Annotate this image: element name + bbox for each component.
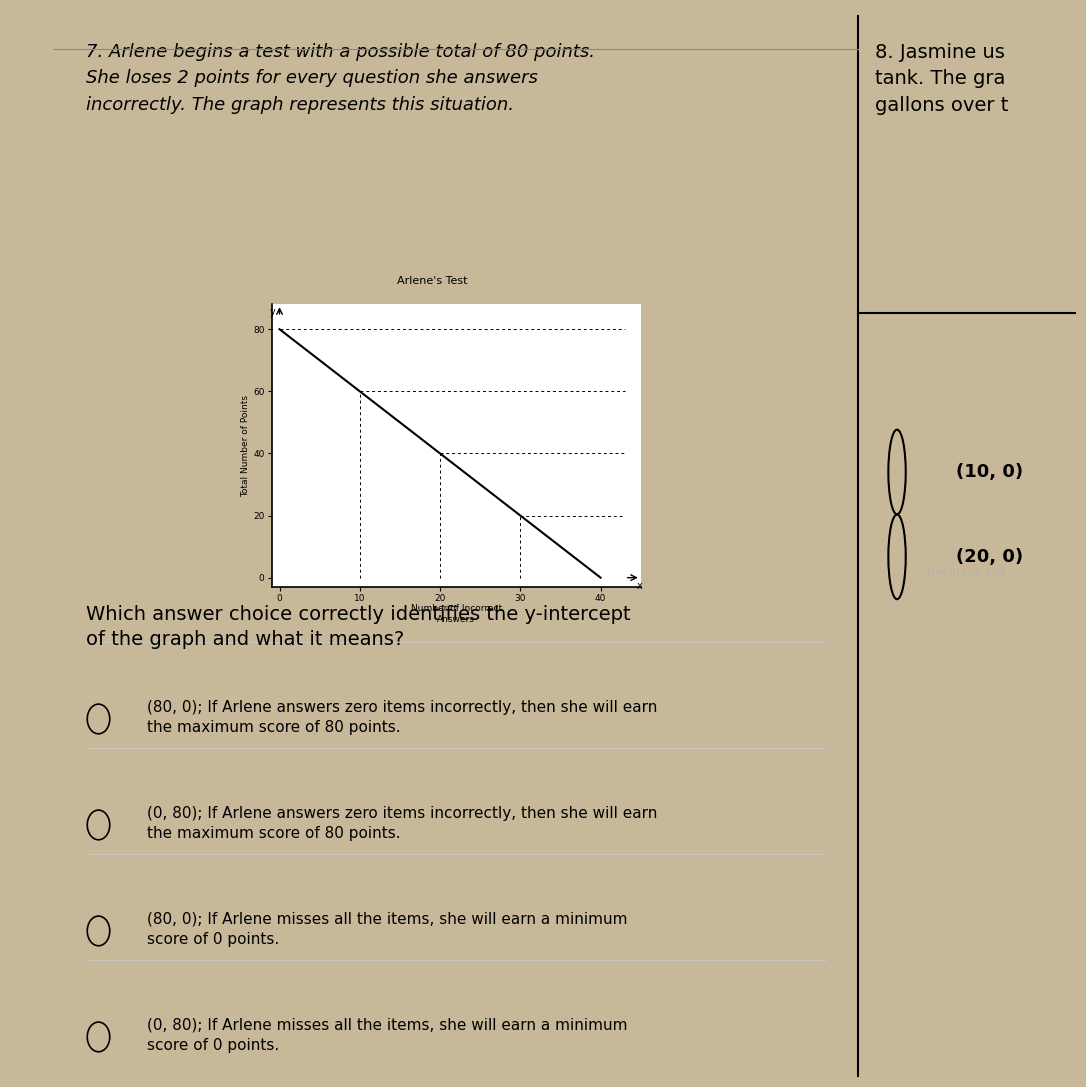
Text: (0, 80); If Arlene answers zero items incorrectly, then she will earn
the maximu: (0, 80); If Arlene answers zero items in…: [147, 805, 657, 840]
Text: (10, 0): (10, 0): [956, 463, 1023, 482]
Text: the graph and: the graph and: [927, 567, 1006, 577]
Text: Arlene's Test: Arlene's Test: [396, 276, 467, 286]
Text: (80, 0); If Arlene answers zero items incorrectly, then she will earn
the maximu: (80, 0); If Arlene answers zero items in…: [147, 700, 657, 735]
Text: 8. Jasmine us
tank. The gra
gallons over t: 8. Jasmine us tank. The gra gallons over…: [875, 42, 1009, 115]
Text: 7. Arlene begins a test with a possible total of 80 points.
She loses 2 points f: 7. Arlene begins a test with a possible …: [87, 42, 595, 114]
Text: (0, 80); If Arlene misses all the items, she will earn a minimum
score of 0 poin: (0, 80); If Arlene misses all the items,…: [147, 1017, 628, 1052]
Text: (20, 0): (20, 0): [956, 548, 1023, 566]
Text: Which answer choice correctly identifies the y-intercept
of the graph and what i: Which answer choice correctly identifies…: [87, 604, 631, 649]
X-axis label: Number of Incorrect
Answers: Number of Incorrect Answers: [411, 604, 502, 624]
Y-axis label: Total Number of Points: Total Number of Points: [241, 395, 250, 497]
Text: (80, 0); If Arlene misses all the items, she will earn a minimum
score of 0 poin: (80, 0); If Arlene misses all the items,…: [147, 912, 628, 947]
Text: y: y: [269, 308, 276, 317]
Text: x: x: [636, 580, 643, 590]
